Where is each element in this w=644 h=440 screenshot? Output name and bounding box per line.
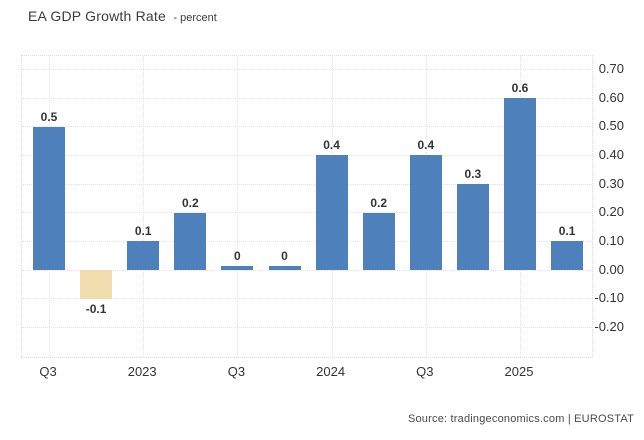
h-gridline (22, 154, 592, 156)
bar (80, 269, 113, 299)
x-axis-tick-label: 2025 (504, 364, 534, 379)
bar-value-label: 0.6 (511, 80, 529, 95)
bar-value-label: 0.2 (181, 195, 199, 210)
h-gridline (22, 183, 592, 185)
bar-value-label: -0.1 (85, 301, 107, 316)
y-axis-tick-label: 0.10 (598, 232, 624, 248)
chart-title-main: EA GDP Growth Rate (28, 8, 166, 24)
v-gridline (143, 56, 145, 357)
bar (174, 212, 207, 270)
x-axis-tick-label: Q3 (39, 364, 57, 379)
source-attribution: Source: tradingeconomics.com | EUROSTAT (407, 413, 634, 425)
bar (127, 240, 160, 270)
h-gridline (22, 212, 592, 214)
v-gridline (237, 56, 239, 357)
x-axis-tick-label: 2023 (127, 364, 157, 379)
bar-value-label: 0.2 (370, 195, 388, 210)
y-axis-tick-label: 0.60 (598, 89, 624, 105)
y-axis-tick-label: 0.70 (598, 60, 624, 76)
y-axis-tick-label: 0.50 (598, 118, 624, 134)
bar (268, 265, 301, 270)
bar (362, 212, 395, 270)
bar-value-label: 0 (281, 248, 288, 263)
bar-value-label: 0.3 (464, 166, 482, 181)
x-axis-tick-label: Q3 (227, 364, 246, 379)
bar-value-label: 0 (234, 248, 241, 263)
chart-title-unit: - percent (173, 12, 217, 24)
y-axis-tick-label: 0.40 (598, 146, 624, 162)
bar-value-label: 0.5 (40, 109, 58, 124)
chart-title: EA GDP Growth Rate - percent (28, 8, 217, 26)
y-axis-tick-label: 0.30 (598, 175, 624, 191)
h-gridline (22, 240, 592, 242)
bar-value-label: 0.4 (323, 137, 340, 152)
h-gridline (22, 269, 592, 271)
x-axis-tick-label: 2024 (316, 364, 346, 379)
bar (551, 240, 584, 270)
bar-value-label: 0.1 (134, 223, 152, 238)
bar-value-label: 0.4 (417, 137, 435, 152)
bar (409, 154, 442, 270)
bar (221, 265, 254, 270)
x-axis-tick-label: Q3 (416, 364, 434, 379)
y-axis-tick-label: -0.20 (594, 318, 624, 334)
h-gridline (22, 326, 592, 328)
h-gridline (22, 68, 592, 70)
y-axis-tick-label: -0.10 (594, 290, 624, 306)
bar-value-label: 0.1 (558, 223, 576, 238)
plot-area: 0.5 -0.1 0.1 0.2 0 0 0.4 0.2 0.4 0.3 0.6 0.1 (21, 55, 593, 358)
h-gridline (22, 298, 592, 300)
bar (315, 154, 348, 270)
y-axis-tick-label: 0.00 (598, 261, 624, 277)
bar (456, 183, 489, 270)
bar (33, 126, 65, 270)
h-gridline (22, 126, 592, 128)
y-axis-tick-label: 0.20 (598, 204, 624, 220)
h-gridline (22, 97, 592, 99)
bar (504, 97, 536, 270)
